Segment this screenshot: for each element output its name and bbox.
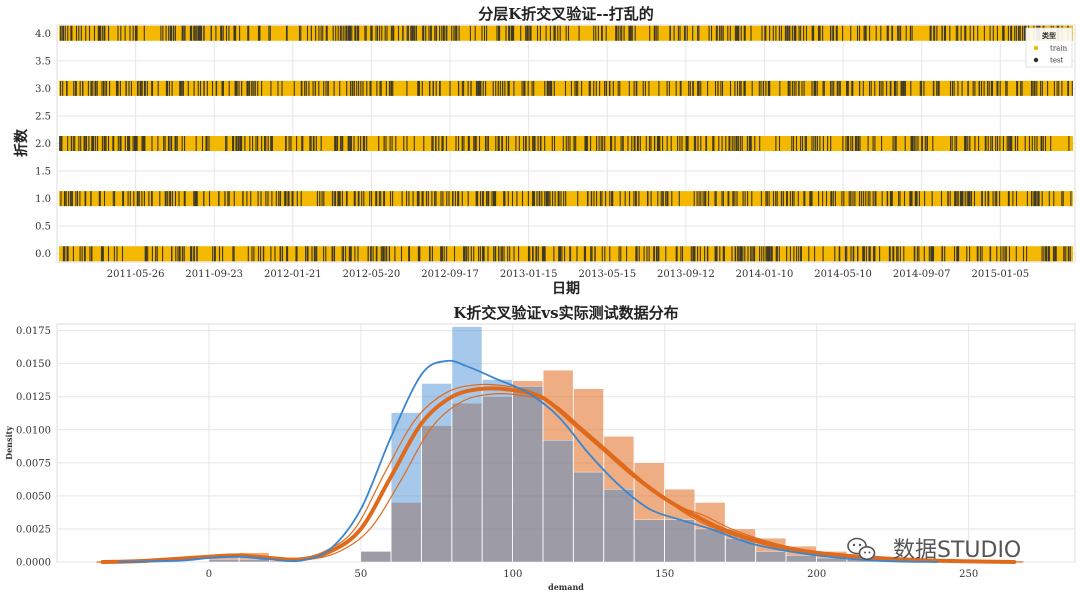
bottom-y-tick-label: 0.0000: [16, 558, 51, 569]
histogram-bar: [603, 436, 635, 563]
histogram-bar: [360, 551, 391, 563]
top-y-axis-label: 折数: [13, 128, 30, 157]
test-marks: [60, 191, 1072, 207]
top-y-tick-label: 1.0: [35, 194, 51, 205]
histogram-bar: [755, 551, 787, 563]
fold-strips: [59, 25, 1073, 262]
bottom-x-tick-label: 100: [503, 569, 522, 580]
top-x-tick-label: 2014-05-10: [814, 269, 872, 280]
top-x-tick-label: 2011-09-23: [185, 269, 243, 280]
top-chart-title: 分层K折交叉验证--打乱的: [478, 5, 654, 23]
kde-curve-blue: [117, 359, 939, 563]
legend-box: [1025, 27, 1073, 68]
bottom-x-tick-label: 0: [206, 569, 212, 580]
histogram-bar: [208, 559, 240, 563]
bottom-x-axis-label: demand: [548, 582, 584, 592]
top-y-ticks: 0.0 0.5 1.0 1.5 2.0 2.5 3.0 3.5 4.0: [35, 29, 51, 260]
bottom-y-axis-label: Density: [4, 426, 14, 460]
bottom-x-tick-label: 250: [959, 569, 978, 580]
histogram-bar: [573, 471, 604, 563]
top-x-tick-label: 2012-09-17: [421, 269, 479, 280]
fold-strip-1: [59, 191, 1073, 207]
test-marks: [59, 136, 1070, 151]
top-x-tick-label: 2014-01-10: [736, 269, 794, 280]
test-marks: [60, 25, 1069, 41]
bottom-y-tick-label: 0.0175: [16, 326, 51, 337]
top-x-tick-label: 2013-05-15: [578, 269, 636, 280]
legend: 类型 train test: [1025, 27, 1073, 68]
top-x-axis-label: 日期: [552, 281, 580, 297]
histogram-series-0: [208, 326, 878, 563]
fold-strip-chart: 0.00.51.01.52.02.53.03.54.0 2011-05-26 20…: [13, 5, 1076, 297]
top-x-tick-label: 2011-05-26: [107, 269, 165, 280]
histogram-bar: [634, 519, 665, 563]
bottom-chart-title: K折交叉验证vs实际测试数据分布: [453, 304, 678, 322]
kde-curve-fold: [111, 393, 1024, 563]
histogram-bar: [451, 403, 483, 563]
histogram-bar: [451, 326, 483, 563]
histogram-bar: [421, 383, 452, 563]
top-y-tick-label: 2.5: [35, 111, 51, 122]
top-y-tick-label: 4.0: [35, 29, 51, 40]
legend-test-marker: [1033, 57, 1039, 63]
legend-train-marker: [1033, 45, 1039, 51]
top-y-tick-label: 1.5: [35, 167, 51, 178]
watermark: 数据STUDIO: [847, 537, 1021, 563]
histogram-bar: [725, 538, 756, 563]
bottom-y-tick-label: 0.0025: [16, 524, 51, 535]
histogram-bar: [543, 440, 574, 563]
bottom-x-tick-label: 150: [655, 569, 674, 580]
bottom-x-tick-label: 50: [355, 569, 368, 580]
top-y-tick-label: 0.0: [35, 249, 51, 260]
top-x-tick-label: 2013-01-15: [500, 269, 558, 280]
wechat-icon: [847, 537, 876, 560]
histogram-bar: [482, 396, 513, 563]
histogram-bar: [512, 385, 543, 563]
kde-curves: [96, 359, 1024, 564]
top-x-tick-label: 2012-01-21: [264, 269, 322, 280]
fold-strip-0: [59, 246, 1073, 262]
histogram-bar: [694, 528, 726, 563]
top-x-tick-label: 2014-09-07: [893, 269, 951, 280]
top-x-tick-label: 2012-05-20: [343, 269, 401, 280]
histogram-bar: [482, 379, 513, 563]
top-y-tick-label: 3.0: [35, 84, 51, 95]
fold-strip-4: [59, 25, 1073, 41]
top-y-tick-label: 2.0: [35, 139, 51, 150]
bottom-y-tick-label: 0.0050: [16, 491, 51, 502]
test-marks: [62, 246, 1071, 262]
top-y-tick-label: 0.5: [35, 222, 51, 233]
bottom-y-tick-label: 0.0100: [16, 425, 51, 436]
test-marks: [60, 80, 1073, 96]
legend-train-label: train: [1050, 45, 1068, 53]
histogram-bar: [391, 412, 422, 563]
fold-strip-2: [59, 136, 1073, 151]
bottom-x-ticks: 0 50 100 150 200 250: [206, 569, 978, 580]
histogram-bar: [664, 519, 695, 563]
bottom-y-tick-label: 0.0125: [16, 392, 51, 403]
legend-test-label: test: [1050, 57, 1064, 65]
fold-strip-3: [59, 80, 1073, 96]
bottom-y-ticks: 0.0000 0.0025 0.0050 0.0075 0.0100 0.0125 0.01…: [16, 326, 51, 568]
histogram-bar: [573, 388, 604, 563]
watermark-text: 数据STUDIO: [893, 538, 1021, 563]
histogram-bar: [391, 502, 422, 563]
top-x-tick-label: 2015-01-05: [971, 269, 1029, 280]
top-x-tick-label: 2013-09-12: [657, 269, 715, 280]
distribution-chart: 0.0000 0.0025 0.0050 0.0075 0.0100 0.0125 0.01…: [4, 304, 1076, 592]
bottom-y-tick-label: 0.0150: [16, 359, 51, 370]
histogram-bar: [786, 555, 817, 563]
train-band: [59, 246, 1073, 262]
top-y-tick-label: 3.5: [35, 56, 51, 67]
bottom-y-tick-label: 0.0075: [16, 458, 51, 469]
bottom-x-tick-label: 200: [807, 569, 826, 580]
histogram-bar: [603, 489, 635, 563]
legend-title: 类型: [1042, 31, 1056, 40]
top-x-ticks: 2011-05-26 2011-09-23 2012-01-21 2012-05-20…: [107, 269, 1029, 280]
histogram-bar: [239, 559, 270, 563]
